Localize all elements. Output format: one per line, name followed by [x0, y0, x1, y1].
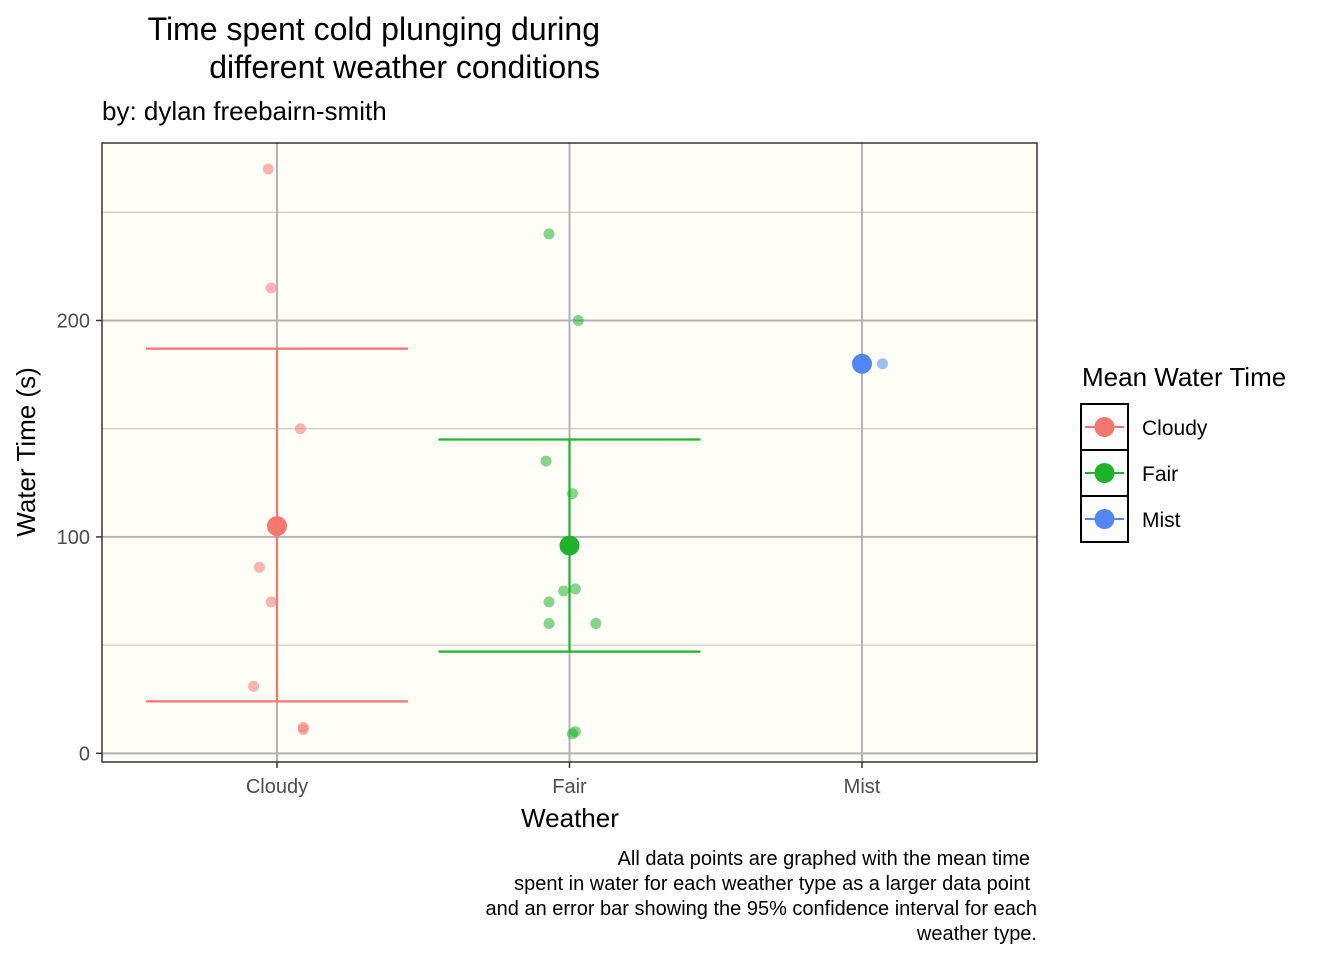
legend-key-point-cloudy [1094, 417, 1115, 437]
legend-title: Mean Water Time [1082, 362, 1286, 392]
mean-point-fair [559, 535, 580, 556]
x-axis-title: Weather [521, 803, 619, 833]
data-point-fair [566, 488, 578, 500]
data-point-mist [876, 358, 888, 370]
data-point-fair [540, 455, 552, 467]
data-point-cloudy [265, 596, 277, 608]
caption-line-4: weather type. [916, 923, 1037, 945]
data-point-cloudy [253, 561, 265, 573]
caption: All data points are graphed with the mea… [486, 848, 1037, 945]
legend-key-point-mist [1094, 509, 1115, 529]
data-point-fair [543, 228, 555, 240]
caption-line-2: spent in water for each weather type as … [514, 873, 1030, 895]
data-point-cloudy [297, 724, 309, 736]
data-point-fair [558, 585, 570, 597]
plot-area: 0 100 200 Cloudy Fair Mist [57, 142, 1038, 798]
data-point-cloudy [248, 680, 260, 692]
x-tick-label-mist: Mist [844, 776, 881, 798]
y-tick-label: 200 [57, 310, 90, 332]
mean-point-cloudy [267, 516, 287, 537]
y-axis-title: Water Time (s) [11, 367, 41, 536]
caption-line-3: and an error bar showing the 95% confide… [486, 898, 1037, 920]
legend-label-cloudy: Cloudy [1142, 417, 1208, 440]
data-point-fair [572, 314, 584, 326]
x-tick-label-cloudy: Cloudy [246, 776, 308, 798]
chart-title-line-1: Time spent cold plunging during [148, 11, 600, 47]
data-point-fair [543, 617, 555, 629]
data-point-fair [569, 583, 581, 595]
data-point-fair [590, 617, 602, 629]
data-point-cloudy [294, 423, 306, 435]
legend-key-point-fair [1094, 463, 1115, 483]
chart-title-line-2: different weather conditions [209, 49, 600, 85]
mean-point-mist [852, 353, 872, 374]
y-tick-label: 100 [57, 527, 90, 549]
legend: Mean Water Time Cloudy Fair Mist [1080, 362, 1286, 543]
data-point-cloudy [262, 163, 274, 175]
data-point-cloudy [265, 282, 277, 294]
legend-label-mist: Mist [1142, 509, 1181, 532]
x-tick-label-fair: Fair [552, 776, 587, 798]
data-point-fair [566, 728, 578, 740]
caption-line-1: All data points are graphed with the mea… [618, 848, 1030, 870]
data-point-fair [543, 596, 555, 608]
chart-subtitle: by: dylan freebairn-smith [102, 96, 387, 126]
legend-label-fair: Fair [1142, 463, 1178, 486]
y-tick-label: 0 [79, 743, 90, 765]
